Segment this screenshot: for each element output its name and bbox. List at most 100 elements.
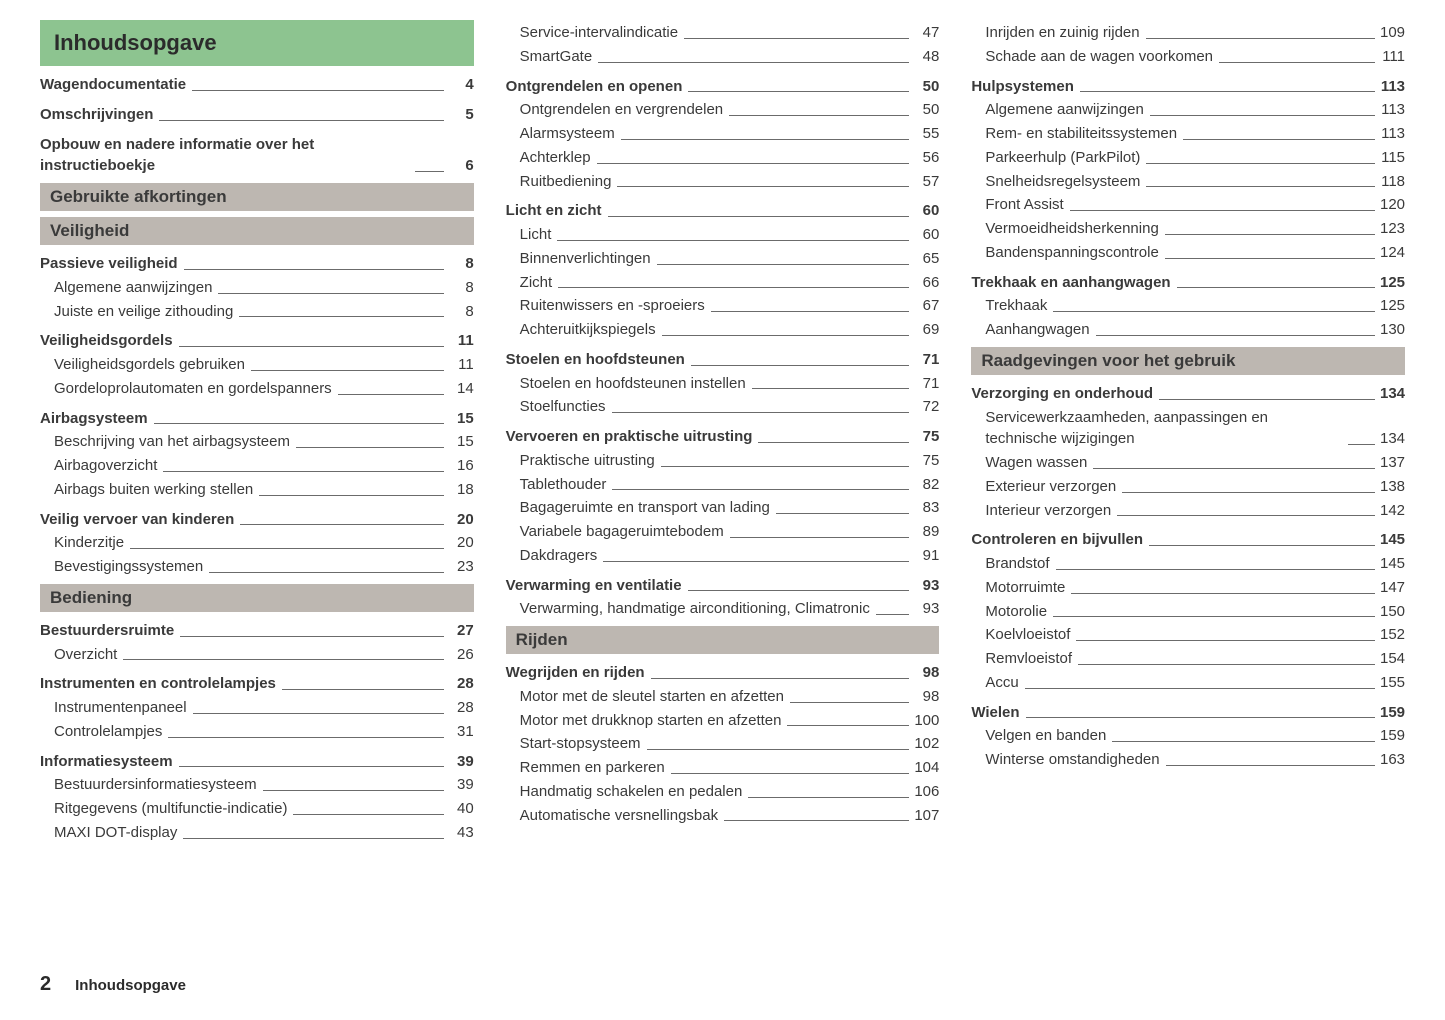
toc-page: 67 <box>913 295 939 317</box>
toc-row: Vervoeren en praktische uitrusting75 <box>506 426 940 448</box>
toc-label: Parkeerhulp (ParkPilot) <box>985 147 1140 169</box>
toc-row: MAXI DOT-display43 <box>40 822 474 844</box>
toc-row: Gordeloprolautomaten en gordelspanners14 <box>40 378 474 400</box>
toc-row: Motor met drukknop starten en afzetten10… <box>506 710 940 732</box>
toc-label: Vermoeidheidsherkenning <box>985 218 1158 240</box>
toc-page: 66 <box>913 272 939 294</box>
toc-leader <box>724 820 909 821</box>
toc-row: Inrijden en zuinig rijden109 <box>971 22 1405 44</box>
toc-page: 113 <box>1379 99 1405 121</box>
toc-leader <box>617 186 909 187</box>
toc-label: Stoelen en hoofdsteunen <box>506 349 685 371</box>
toc-label: Schade aan de wagen voorkomen <box>985 46 1213 68</box>
toc-label: Bestuurdersinformatiesysteem <box>54 774 257 796</box>
toc-row: Exterieur verzorgen138 <box>971 476 1405 498</box>
toc-row: Servicewerkzaamheden, aanpassingen en te… <box>971 407 1405 451</box>
toc-row: Achteruitkijkspiegels69 <box>506 319 940 341</box>
toc-row: Wagen wassen 137 <box>971 452 1405 474</box>
toc-label: Instrumenten en controlelampjes <box>40 673 276 695</box>
toc-page: 93 <box>913 598 939 620</box>
toc-row: Bevestigingssystemen23 <box>40 556 474 578</box>
toc-label: Exterieur verzorgen <box>985 476 1116 498</box>
toc-page: 11 <box>448 330 474 352</box>
toc-label: Snelheidsregelsysteem <box>985 171 1140 193</box>
toc-leader <box>790 702 909 703</box>
toc-leader <box>1166 765 1375 766</box>
toc-leader <box>1056 569 1375 570</box>
toc-page: 8 <box>448 277 474 299</box>
toc-label: Motorruimte <box>985 577 1065 599</box>
toc-label: Motor met de sleutel starten en afzetten <box>520 686 784 708</box>
toc-page: 5 <box>448 104 474 126</box>
toc-page: 145 <box>1379 529 1405 551</box>
toc-label: Wagendocumentatie <box>40 74 186 96</box>
toc-page: 15 <box>448 431 474 453</box>
toc-leader <box>240 524 443 525</box>
toc-row: Binnenverlichtingen65 <box>506 248 940 270</box>
toc-leader <box>1053 311 1375 312</box>
toc-leader <box>338 394 444 395</box>
toc-label: Ruitbediening <box>520 171 612 193</box>
toc-page: 120 <box>1379 194 1405 216</box>
toc-row: Instrumentenpaneel28 <box>40 697 474 719</box>
toc-page: 28 <box>448 673 474 695</box>
toc-label: Bestuurdersruimte <box>40 620 174 642</box>
toc-leader <box>218 293 443 294</box>
toc-row: Verzorging en onderhoud134 <box>971 383 1405 405</box>
toc-leader <box>776 513 910 514</box>
toc-label: Passieve veiligheid <box>40 253 178 275</box>
toc-label: Front Assist <box>985 194 1063 216</box>
toc-label: Algemene aanwijzingen <box>54 277 212 299</box>
toc-page: 130 <box>1379 319 1405 341</box>
toc-row: Service-intervalindicatie47 <box>506 22 940 44</box>
toc-label: Veiligheidsgordels gebruiken <box>54 354 245 376</box>
toc-label: Airbags buiten werking stellen <box>54 479 253 501</box>
toc-leader <box>296 447 444 448</box>
toc-row: Licht en zicht60 <box>506 200 940 222</box>
toc-row: Remmen en parkeren104 <box>506 757 940 779</box>
toc-page: 123 <box>1379 218 1405 240</box>
toc-row: Kinderzitje20 <box>40 532 474 554</box>
toc-leader <box>1165 234 1375 235</box>
toc-label: Trekhaak en aanhangwagen <box>971 272 1170 294</box>
toc-page: 69 <box>913 319 939 341</box>
toc-page: 71 <box>913 349 939 371</box>
toc-leader <box>661 466 910 467</box>
toc-label: Ontgrendelen en vergrendelen <box>520 99 723 121</box>
section-header: Gebruikte afkortingen <box>40 183 474 211</box>
section-header-text: Veiligheid <box>50 221 129 240</box>
toc-row: Wagendocumentatie4 <box>40 74 474 96</box>
toc-label: Remvloeistof <box>985 648 1072 670</box>
toc-page: 115 <box>1379 147 1405 169</box>
section-header-text: Gebruikte afkortingen <box>50 187 227 206</box>
toc-label: Bagageruimte en transport van lading <box>520 497 770 519</box>
toc-row: Start-stopsysteem102 <box>506 733 940 755</box>
toc-label: Motor met drukknop starten en afzetten <box>520 710 782 732</box>
toc-row: Stoelen en hoofdsteunen 71 <box>506 349 940 371</box>
toc-column-1: InhoudsopgaveWagendocumentatie4Omschrijv… <box>40 20 474 846</box>
toc-row: Controlelampjes31 <box>40 721 474 743</box>
toc-row: Tablethouder82 <box>506 474 940 496</box>
toc-page: 98 <box>913 662 939 684</box>
toc-label: Verwarming, handmatige airconditioning, … <box>520 598 870 620</box>
toc-leader <box>598 62 909 63</box>
toc-row: Opbouw en nadere informatie over het ins… <box>40 134 474 178</box>
toc-leader <box>1080 91 1375 92</box>
toc-label: Controlelampjes <box>54 721 162 743</box>
toc-page: 27 <box>448 620 474 642</box>
toc-label: Wagen wassen <box>985 452 1087 474</box>
toc-leader <box>612 412 910 413</box>
toc-page: 93 <box>913 575 939 597</box>
toc-page: 137 <box>1379 452 1405 474</box>
toc-page: 145 <box>1379 553 1405 575</box>
toc-row: Schade aan de wagen voorkomen111 <box>971 46 1405 68</box>
section-header: Bediening <box>40 584 474 612</box>
toc-row: Alarmsysteem55 <box>506 123 940 145</box>
toc-leader <box>1348 444 1375 445</box>
toc-row: Interieur verzorgen142 <box>971 500 1405 522</box>
toc-row: Airbags buiten werking stellen18 <box>40 479 474 501</box>
toc-page: 20 <box>448 509 474 531</box>
toc-row: Parkeerhulp (ParkPilot) 115 <box>971 147 1405 169</box>
toc-row: Stoelfuncties72 <box>506 396 940 418</box>
toc-page: 55 <box>913 123 939 145</box>
